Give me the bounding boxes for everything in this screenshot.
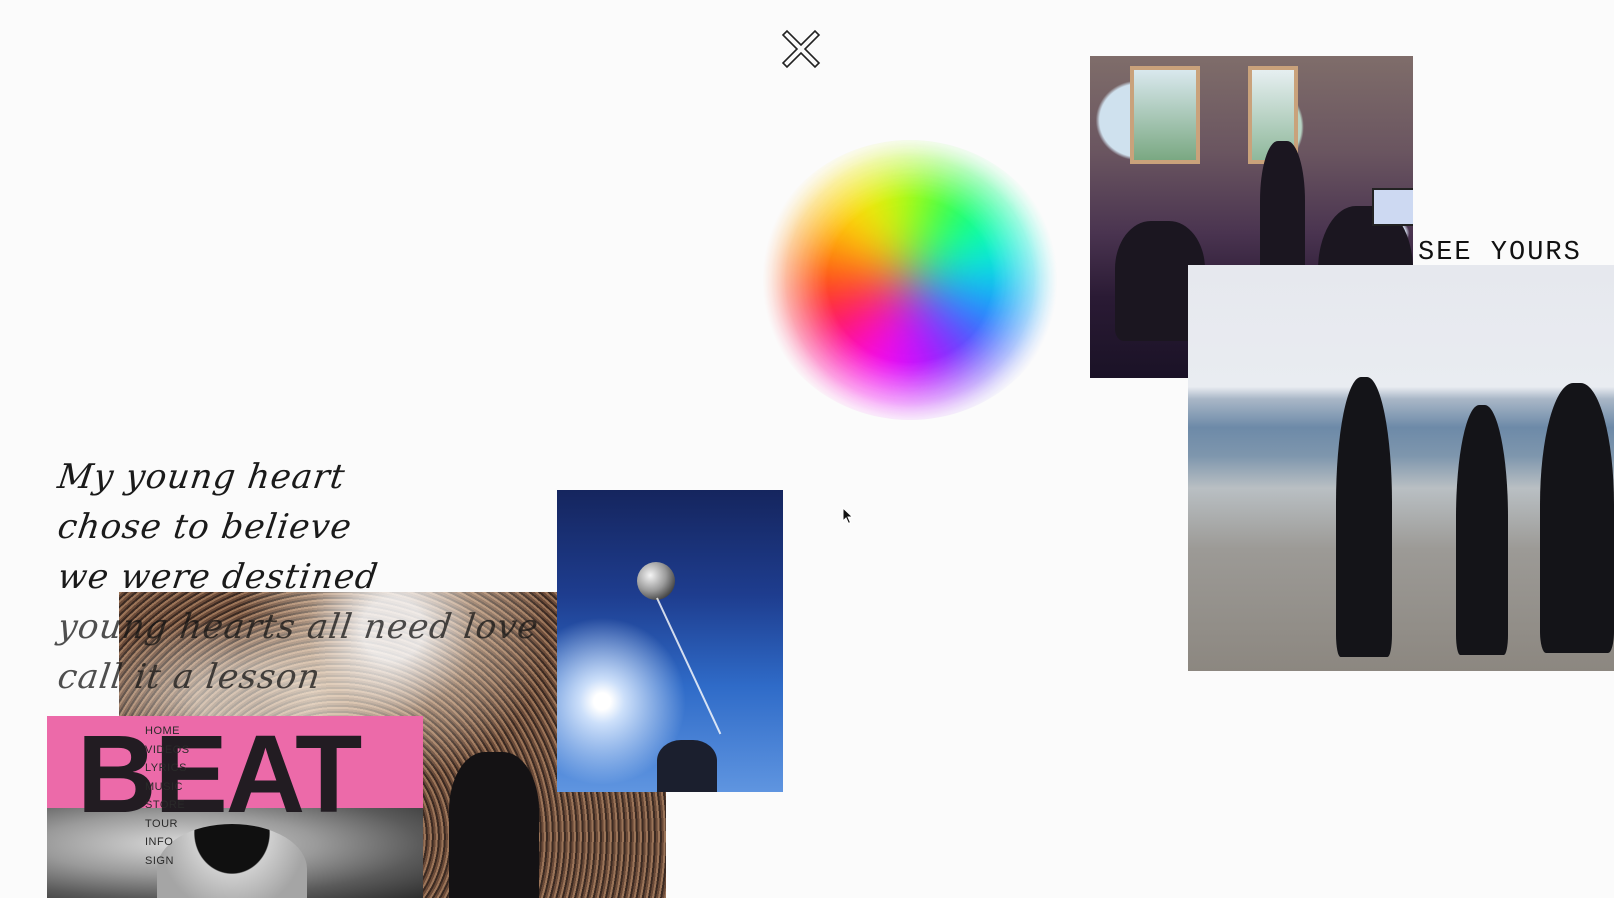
lyric-line: call it a lesson <box>55 657 324 697</box>
handwritten-lyrics: My young heart chose to believe we were … <box>55 452 541 702</box>
monitor <box>1372 188 1413 226</box>
main-nav: HOME VIDEOS LYRICS MUSIC STORE TOUR INFO… <box>145 722 190 870</box>
nav-item-store[interactable]: STORE <box>145 799 186 811</box>
lyric-line: chose to believe <box>55 507 355 547</box>
lyric-line: we were destined <box>55 557 381 597</box>
silver-balloon <box>637 562 675 600</box>
man-figure <box>657 740 717 792</box>
close-icon <box>781 29 821 69</box>
handwritten-side-text: SEE YOURS <box>1418 238 1582 268</box>
magazine-cover[interactable]: BEAT <box>47 716 423 898</box>
nav-item-home[interactable]: HOME <box>145 725 180 737</box>
nav-item-sign[interactable]: SIGN <box>145 854 174 867</box>
portrait-head <box>157 824 307 898</box>
lyric-line: young hearts all need love <box>55 607 542 647</box>
beach-photo[interactable] <box>1188 265 1614 671</box>
nav-item-lyrics[interactable]: LYRICS <box>145 762 187 774</box>
nav-item-info[interactable]: INFO <box>145 836 174 848</box>
magazine-title: BEAT <box>77 716 362 836</box>
lyric-line: My young heart <box>55 457 348 497</box>
woman-figure <box>449 752 539 898</box>
nav-item-videos[interactable]: VIDEOS <box>145 743 190 756</box>
balloon-string <box>656 597 722 735</box>
balloon-photo[interactable] <box>557 490 783 792</box>
color-orb[interactable] <box>760 140 1060 420</box>
nav-item-tour[interactable]: TOUR <box>145 817 178 830</box>
close-button[interactable] <box>778 26 824 72</box>
person-figure <box>1456 405 1508 655</box>
nav-item-music[interactable]: MUSIC <box>145 780 183 793</box>
window <box>1130 66 1200 164</box>
person-figure <box>1540 383 1614 653</box>
person-figure <box>1336 377 1392 657</box>
